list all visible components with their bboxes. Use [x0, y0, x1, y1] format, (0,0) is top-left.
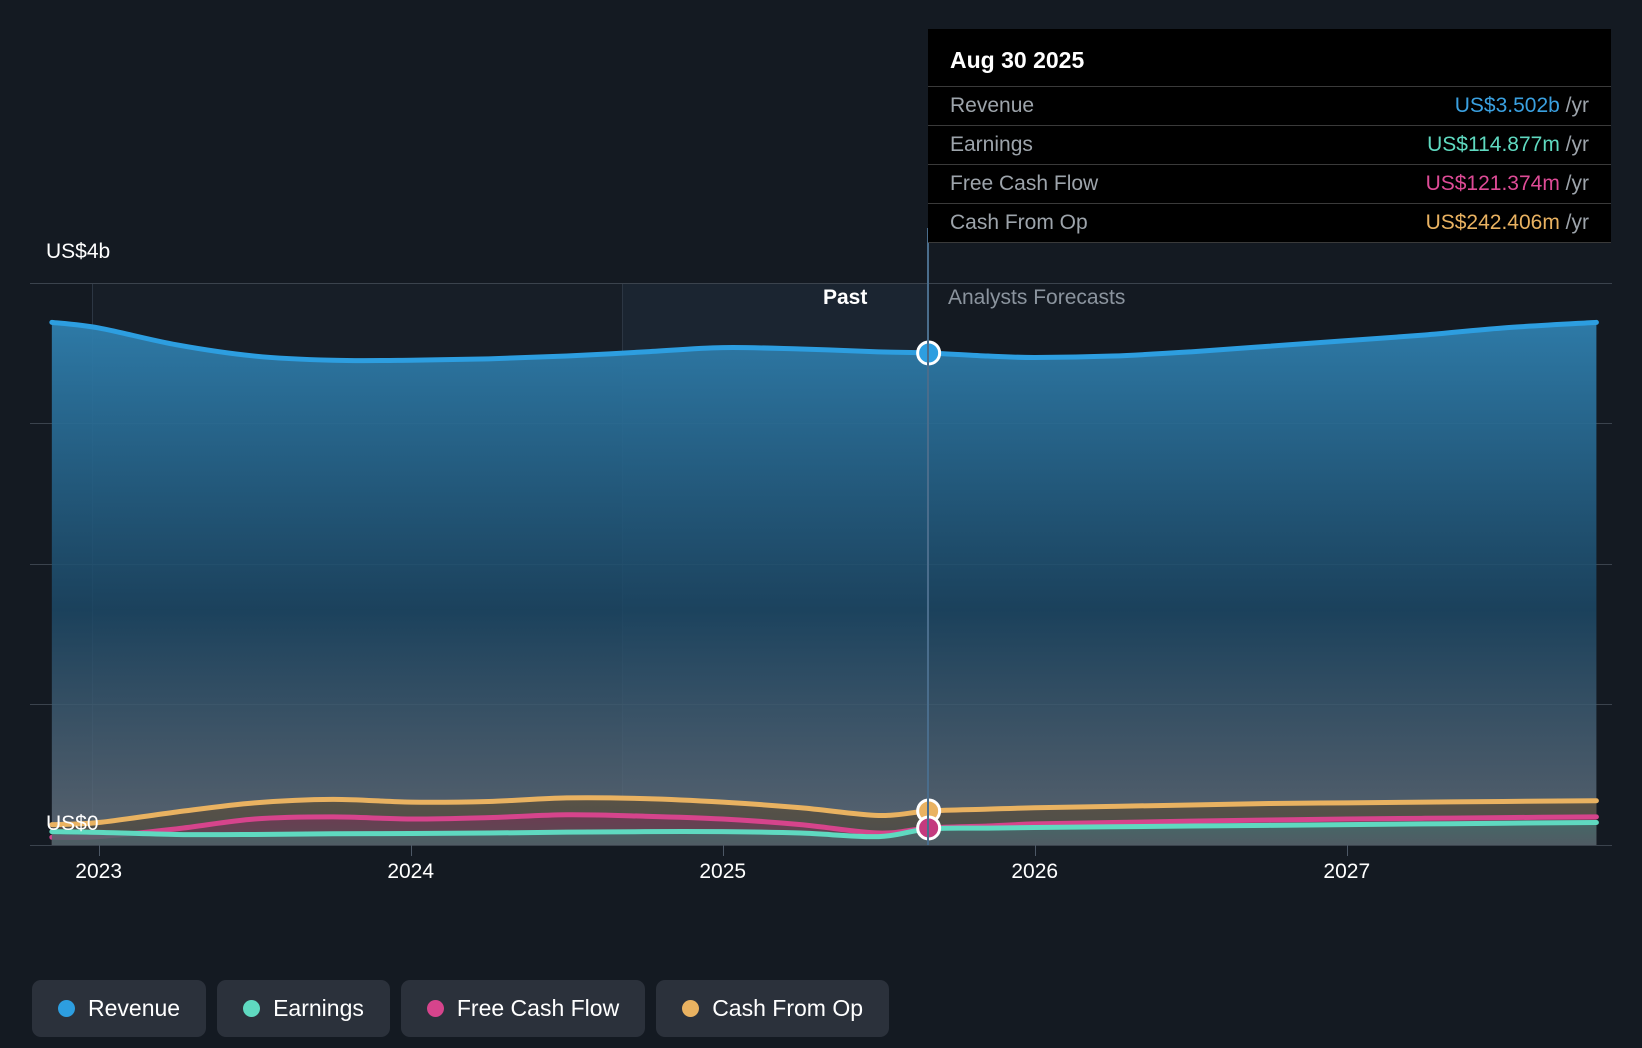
tooltip-row: Free Cash Flow US$121.374m /yr — [928, 164, 1611, 203]
legend-swatch-icon — [58, 1000, 75, 1017]
x-axis-tick-label: 2025 — [699, 860, 747, 883]
series-line-revenue — [49, 319, 1599, 364]
series-line-free-cash-flow — [49, 812, 1599, 840]
tooltip-rows: Revenue US$3.502b /yr Earnings US$114.877m … — [928, 86, 1611, 243]
legend-label: Revenue — [88, 995, 181, 1021]
gridline-4b — [30, 283, 1612, 284]
legend-label: Earnings — [273, 995, 364, 1021]
tooltip-row: Cash From Op US$242.406m /yr — [928, 203, 1611, 242]
series-line-cash-from-op — [49, 795, 1599, 828]
tooltip-row-unit: /yr — [1559, 172, 1589, 195]
legend-label: Cash From Op — [712, 995, 864, 1021]
tooltip-row-value: US$3.502b /yr — [1455, 94, 1589, 118]
tooltip-row-key: Earnings — [950, 133, 1033, 156]
tooltip-row-key: Cash From Op — [950, 211, 1088, 234]
tooltip-row-amount: US$114.877m — [1427, 133, 1560, 156]
legend-item-earnings[interactable]: Earnings — [217, 980, 390, 1037]
y-axis-max-label: US$4b — [46, 240, 111, 263]
tooltip-date: Aug 30 2025 — [950, 47, 1085, 73]
legend-item-revenue[interactable]: Revenue — [32, 980, 207, 1037]
legend-swatch-icon — [426, 1000, 444, 1017]
tooltip-row-amount: US$121.374m — [1425, 172, 1560, 195]
x-axis-tick-mark — [1346, 845, 1348, 856]
past-label: Past — [823, 286, 868, 309]
tooltip-row-value: US$114.877m /yr — [1427, 133, 1589, 157]
x-axis-tick-label: 2027 — [1323, 860, 1371, 883]
y-axis-zero-label: US$0 — [46, 812, 99, 835]
tooltip-row: Revenue US$3.502b /yr — [928, 86, 1611, 125]
x-axis-tick-label: 2024 — [387, 860, 435, 883]
tooltip-row-key: Free Cash Flow — [950, 172, 1099, 195]
tooltip-panel: Aug 30 2025 Revenue US$3.502b /yr Earnings… — [928, 29, 1611, 243]
x-axis-tick-label: 2026 — [1011, 860, 1059, 883]
crosshair-line — [927, 228, 929, 845]
tooltip-row-amount: US$242.406m — [1425, 211, 1560, 234]
legend-swatch-icon — [682, 1000, 700, 1017]
tooltip-row-unit: /yr — [1559, 133, 1589, 156]
x-axis-tick-mark — [722, 845, 724, 856]
forecast-label: Analysts Forecasts — [948, 286, 1126, 309]
legend-item-cash-from-op[interactable]: Cash From Op — [656, 980, 890, 1037]
tooltip-row-unit: /yr — [1559, 94, 1589, 117]
x-axis-tick-label: 2023 — [75, 860, 122, 883]
tooltip-row-value: US$242.406m /yr — [1426, 211, 1589, 235]
gridline-zero — [30, 845, 1612, 846]
tooltip-row: Earnings US$114.877m /yr — [928, 125, 1611, 164]
legend-swatch-icon — [243, 1000, 261, 1017]
x-axis-tick-mark — [1034, 845, 1036, 856]
tooltip-row-key: Revenue — [950, 94, 1035, 117]
legend: Revenue Earnings Free Cash Flow Cash From O… — [32, 980, 890, 1037]
tooltip-row-value: US$121.374m /yr — [1426, 172, 1589, 196]
legend-label: Free Cash Flow — [456, 995, 620, 1021]
x-axis-tick-mark — [410, 845, 412, 856]
x-axis-tick-mark — [98, 845, 100, 856]
tooltip-row-unit: /yr — [1559, 211, 1589, 234]
series-area-revenue — [51, 322, 1597, 846]
legend-item-free-cash-flow[interactable]: Free Cash Flow — [400, 980, 646, 1037]
tooltip-row-amount: US$3.502b — [1454, 94, 1560, 117]
series-line-earnings — [49, 820, 1599, 840]
